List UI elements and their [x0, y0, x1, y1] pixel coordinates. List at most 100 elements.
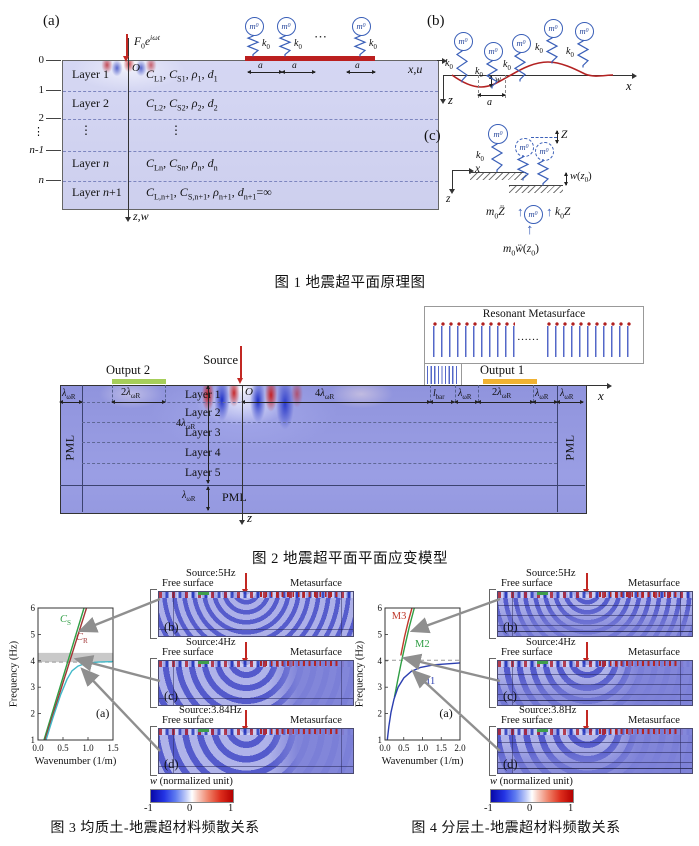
panel-bracket	[150, 726, 157, 776]
spring-k0-icon	[278, 33, 292, 56]
free-surface-label: Free surface	[162, 578, 214, 589]
lambda-label: λωR	[560, 388, 574, 401]
x-axis-a	[437, 57, 447, 64]
tick-0	[46, 60, 61, 61]
pml-line	[341, 592, 343, 636]
resonator-pins-group-1	[433, 326, 515, 357]
attenuated-zone	[267, 661, 353, 705]
free-surface-label: Free surface	[501, 647, 553, 658]
tick-label-dots: ⋮	[33, 126, 44, 138]
metasurface-resonators	[598, 661, 679, 666]
x-axis-label: x	[598, 388, 604, 403]
spacing-a-label: a	[292, 61, 297, 71]
source-force-arrow	[123, 34, 129, 62]
cell-separator	[165, 385, 166, 402]
series-label-M2: M2	[415, 638, 430, 650]
panel-b-tag: (b)	[427, 13, 445, 29]
layer-interface-1	[63, 91, 438, 92]
metasurface-label: Metasurface	[290, 715, 342, 726]
metasurface-label: Metasurface	[290, 578, 342, 589]
origin-label-a: O	[132, 62, 140, 74]
bottom-boundary	[159, 628, 353, 630]
output-1-label: Output 1	[480, 363, 525, 377]
soil-layer-line	[498, 614, 692, 616]
lambda-arrow	[532, 400, 558, 404]
z-axis-c-label: z	[446, 193, 451, 205]
source-label: Source:4Hz	[526, 637, 576, 648]
k0-label: k0	[369, 37, 377, 51]
panel-tag: (b)	[503, 620, 518, 634]
y-tick-label: 6	[31, 603, 36, 613]
layer-1-label: Layer 1	[185, 389, 221, 401]
spacing-a-label: a	[355, 61, 360, 71]
soil-layer-line	[498, 624, 692, 626]
layer-dots-name: ⋮	[80, 123, 92, 137]
lambda4-label: 4λωR	[315, 388, 335, 402]
lambda-arrow	[454, 400, 479, 404]
origin-label: O	[245, 386, 253, 398]
y-axis-title: Frequency (Hz)	[8, 640, 20, 708]
pml-boundary-right	[557, 385, 558, 512]
layer-2-props: CL2, CS2, ρ2, d2	[146, 96, 218, 113]
colorbar-tick-max: 1	[228, 803, 234, 814]
layer-2-label: Layer 2	[185, 407, 221, 419]
series-M3	[400, 607, 413, 656]
soil-layer-line	[498, 751, 692, 753]
x-tick-label: 0.5	[398, 743, 410, 753]
figure-2: Resonant Metasurface …… Source Output 2 …	[0, 300, 699, 570]
z-axis-a-label: z,w	[133, 209, 149, 223]
bottom-boundary	[159, 765, 353, 767]
attenuated-zone	[606, 661, 692, 705]
x-tick-label: 2.0	[454, 743, 466, 753]
output-marker	[536, 592, 548, 595]
bottom-boundary	[498, 767, 692, 769]
layer-n1-name: Layer n+1	[72, 185, 122, 199]
panel-bracket	[150, 589, 157, 639]
lbar-label: lbar	[433, 388, 445, 401]
output-2-bar	[112, 379, 166, 384]
x-axis-b	[443, 72, 637, 79]
metasurface-resonators	[259, 661, 340, 666]
lambda-arrow	[59, 400, 83, 404]
wavefield-panel-b: (b)	[497, 591, 693, 637]
lambda-label: λωR	[458, 388, 472, 401]
panel-bracket	[150, 658, 157, 708]
layer-5-label: Layer 5	[185, 467, 221, 479]
source-arrow	[242, 573, 248, 595]
metasurface-pins	[427, 366, 459, 384]
k0-label: k0	[535, 42, 543, 56]
depth-4lambda-label: 4λωR	[176, 418, 196, 432]
panel-tag: (c)	[503, 689, 517, 703]
colorbar-tick-zero: 0	[187, 803, 193, 814]
inset-title: Resonant Metasurface	[482, 308, 586, 320]
free-surface-label: Free surface	[501, 578, 553, 589]
surface-wave-strip	[159, 592, 353, 598]
series-CR	[44, 607, 88, 741]
wz0-arrow	[564, 172, 568, 186]
spring-k0-icon	[536, 158, 550, 185]
x-tick-label: 0.0	[379, 743, 391, 753]
spacing-arrow	[346, 70, 376, 74]
pml-line	[511, 661, 513, 705]
k0-label: k0	[476, 150, 484, 163]
spacing-guide	[478, 75, 479, 98]
tick-2	[46, 118, 61, 119]
cell-separator	[478, 385, 479, 402]
tick-label-0: 0	[38, 54, 45, 66]
pml-line	[680, 592, 682, 636]
x-tick-label: 0.5	[57, 743, 69, 753]
panel-bracket	[489, 658, 496, 708]
x-axis-b-label: x	[626, 79, 632, 93]
tick-n-1	[46, 150, 61, 151]
source-arrow	[242, 710, 248, 732]
wavefield-panel-b: (b)	[158, 591, 354, 637]
x-axis-title: Wavenumber (1/m)	[34, 756, 117, 767]
spacing-arrow	[281, 70, 316, 74]
force-label: F0eiωt	[134, 33, 160, 51]
x-axis-c-label: x	[475, 163, 481, 175]
colorbar-tick-max: 1	[568, 803, 574, 814]
